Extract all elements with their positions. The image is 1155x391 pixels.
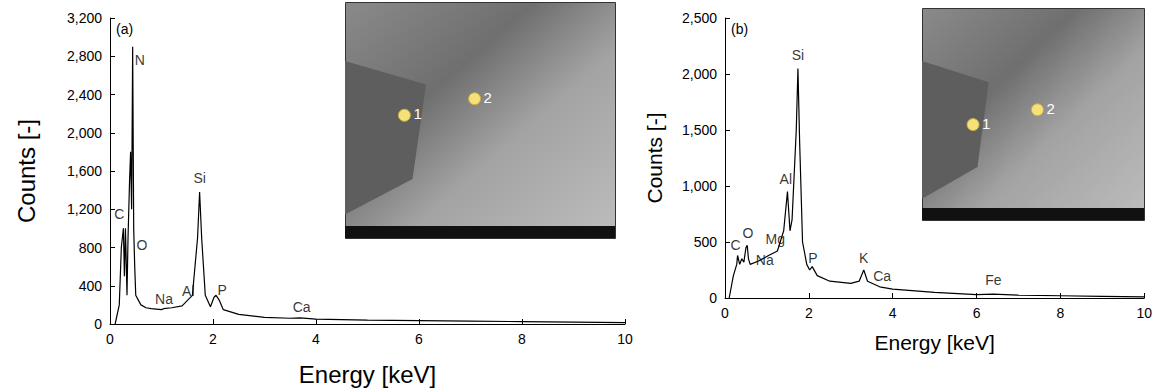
svg-text:1,200: 1,200 (67, 201, 102, 217)
svg-text:1,500: 1,500 (682, 122, 717, 138)
svg-text:Na: Na (756, 252, 774, 268)
svg-text:0: 0 (106, 331, 114, 347)
svg-text:0: 0 (94, 316, 102, 332)
svg-text:P: P (218, 282, 227, 298)
svg-text:O: O (743, 225, 754, 241)
svg-text:2,500: 2,500 (682, 10, 717, 26)
svg-text:4: 4 (312, 331, 320, 347)
svg-text:Al: Al (780, 171, 792, 187)
svg-text:Si: Si (193, 170, 205, 186)
svg-text:0: 0 (721, 305, 729, 321)
svg-text:1: 1 (413, 105, 421, 122)
svg-text:6: 6 (415, 331, 423, 347)
svg-text:(a): (a) (116, 21, 133, 37)
svg-text:2,000: 2,000 (67, 125, 102, 141)
svg-text:C: C (730, 237, 740, 253)
svg-text:Fe: Fe (985, 272, 1002, 288)
svg-text:Ca: Ca (873, 268, 891, 284)
svg-text:1: 1 (982, 115, 990, 132)
svg-text:P: P (808, 250, 817, 266)
svg-text:2: 2 (1046, 100, 1054, 117)
svg-text:Al: Al (182, 283, 194, 299)
svg-text:2: 2 (484, 89, 492, 106)
svg-text:800: 800 (79, 240, 103, 256)
svg-text:8: 8 (1056, 305, 1064, 321)
svg-text:2,800: 2,800 (67, 48, 102, 64)
svg-text:3,200: 3,200 (67, 10, 102, 26)
svg-text:10: 10 (1136, 305, 1152, 321)
svg-text:2,400: 2,400 (67, 87, 102, 103)
svg-text:(b): (b) (731, 21, 748, 37)
svg-text:Si: Si (792, 47, 804, 63)
svg-text:Counts [-]: Counts [-] (13, 119, 40, 223)
svg-text:10: 10 (617, 331, 633, 347)
svg-text:Energy [keV]: Energy [keV] (874, 331, 994, 354)
svg-text:6: 6 (973, 305, 981, 321)
svg-text:2,000: 2,000 (682, 66, 717, 82)
svg-text:2: 2 (805, 305, 813, 321)
svg-text:2: 2 (209, 331, 217, 347)
svg-text:Ca: Ca (293, 299, 311, 315)
svg-text:1,600: 1,600 (67, 163, 102, 179)
svg-text:N: N (135, 52, 145, 68)
svg-text:K: K (859, 250, 869, 266)
svg-text:C: C (114, 206, 124, 222)
svg-text:400: 400 (79, 278, 103, 294)
svg-text:Mg: Mg (766, 231, 785, 247)
svg-text:8: 8 (518, 331, 526, 347)
svg-text:4: 4 (889, 305, 897, 321)
svg-text:O: O (136, 237, 147, 253)
svg-text:0: 0 (709, 290, 717, 306)
svg-text:Counts [-]: Counts [-] (643, 112, 666, 203)
svg-text:Energy [keV]: Energy [keV] (299, 361, 436, 388)
svg-text:Na: Na (155, 291, 173, 307)
svg-text:500: 500 (694, 234, 718, 250)
svg-text:1,000: 1,000 (682, 178, 717, 194)
